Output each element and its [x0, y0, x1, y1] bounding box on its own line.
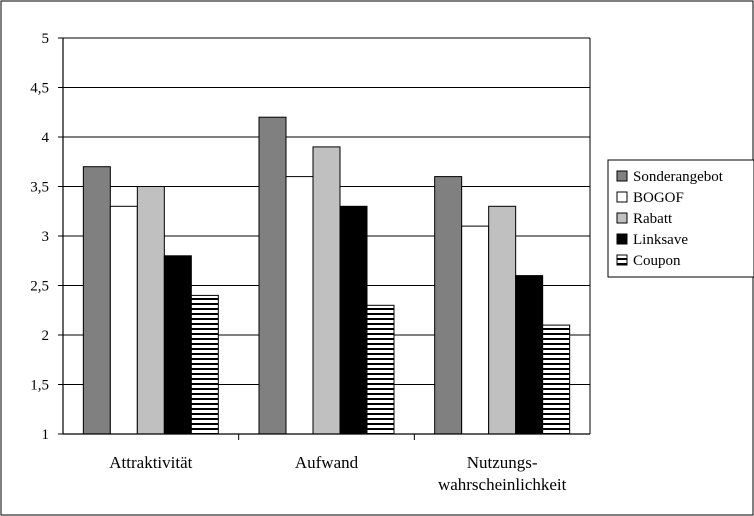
bar-sonderangebot-1 [82, 166, 111, 435]
bars [82, 116, 571, 435]
bar-sonderangebot-2 [258, 116, 287, 435]
bar-bogof-1 [109, 205, 138, 435]
bar-rabatt-1 [136, 186, 165, 435]
bar-coupon-3 [542, 324, 571, 435]
legend-label: BOGOF [633, 190, 684, 206]
legend-swatch-rabatt [616, 212, 628, 224]
bar-sonderangebot-3 [434, 176, 463, 435]
bar-rabatt-2 [312, 146, 341, 435]
legend-box [607, 159, 754, 278]
bar-coupon-2 [366, 304, 395, 435]
y-tick-label: 3 [42, 229, 50, 245]
bar-rabatt-3 [488, 205, 517, 435]
legend-label: Linksave [633, 232, 688, 248]
y-tick-label: 2 [42, 328, 50, 344]
x-category-label: Aufwand [295, 453, 359, 472]
legend-label: Rabatt [633, 211, 673, 227]
y-tick-label: 5 [42, 31, 50, 47]
y-tick-label: 4,5 [30, 81, 49, 97]
bar-bogof-2 [285, 176, 314, 435]
legend-swatch-coupon [616, 254, 628, 266]
bar-coupon-1 [190, 294, 219, 435]
legend-swatch-linksave [616, 233, 628, 245]
y-tick-label: 2,5 [30, 279, 49, 295]
x-category-label: Nutzungs-wahrscheinlichkeit [438, 453, 567, 494]
y-tick-label: 4 [42, 130, 50, 146]
legend: Sonderangebot BOGOF Rabatt Linksave Coupon [607, 159, 754, 278]
legend-swatch-sonderangebot [616, 170, 628, 182]
axes: 1 1,5 2 2,5 3 3,5 4 4,5 5 Attraktivität Aufwand Nut… [30, 31, 590, 494]
legend-label: Coupon [633, 253, 681, 269]
y-tick-label: 1 [42, 427, 50, 443]
legend-label: Sonderangebot [633, 169, 724, 185]
bar-linksave-2 [339, 205, 368, 435]
legend-swatch-bogof [616, 191, 628, 203]
x-category-label: Attraktivität [109, 453, 192, 472]
y-tick-label: 3,5 [30, 180, 49, 196]
bar-linksave-1 [163, 255, 192, 435]
y-tick-label: 1,5 [30, 378, 49, 394]
bar-linksave-3 [515, 275, 544, 435]
bar-bogof-3 [461, 225, 490, 435]
